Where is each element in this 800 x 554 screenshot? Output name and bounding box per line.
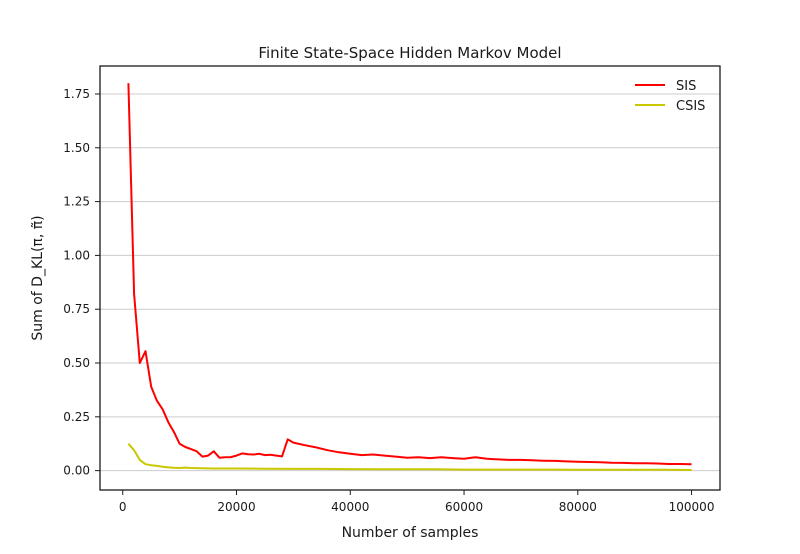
chart-title: Finite State-Space Hidden Markov Model [258,44,561,62]
grid-layer [100,93,720,472]
plot-frame [99,65,721,491]
x-tick-label: 80000 [559,500,597,514]
x-tick-label: 40000 [331,500,369,514]
tick-layer: 0.00 0.25 0.50 0.75 1.00 1.25 1.50 1.75 0 20000 40… [63,87,714,514]
series-line-csis [127,443,692,471]
legend-label-csis: CSIS [676,99,705,114]
series-line-sis [127,83,692,466]
legend-label-sis: SIS [676,79,696,94]
legend: SIS CSIS [635,79,705,114]
x-tick-label: 0 [119,500,127,514]
y-tick-label: 0.00 [63,464,90,478]
y-tick-label: 1.75 [63,87,90,101]
y-tick-label: 0.25 [63,410,90,424]
x-axis-label: Number of samples [342,525,479,541]
y-tick-label: 0.75 [63,302,90,316]
x-tick-label: 60000 [445,500,483,514]
y-tick-label: 0.50 [63,356,90,370]
x-tick-label: 20000 [217,500,255,514]
series-layer [127,83,692,471]
y-tick-label: 1.25 [63,195,90,209]
y-axis-label: Sum of D_KL(π, π̃) [30,215,46,340]
x-tick-label: 100000 [669,500,715,514]
y-tick-label: 1.50 [63,141,90,155]
y-tick-label: 1.00 [63,248,90,262]
